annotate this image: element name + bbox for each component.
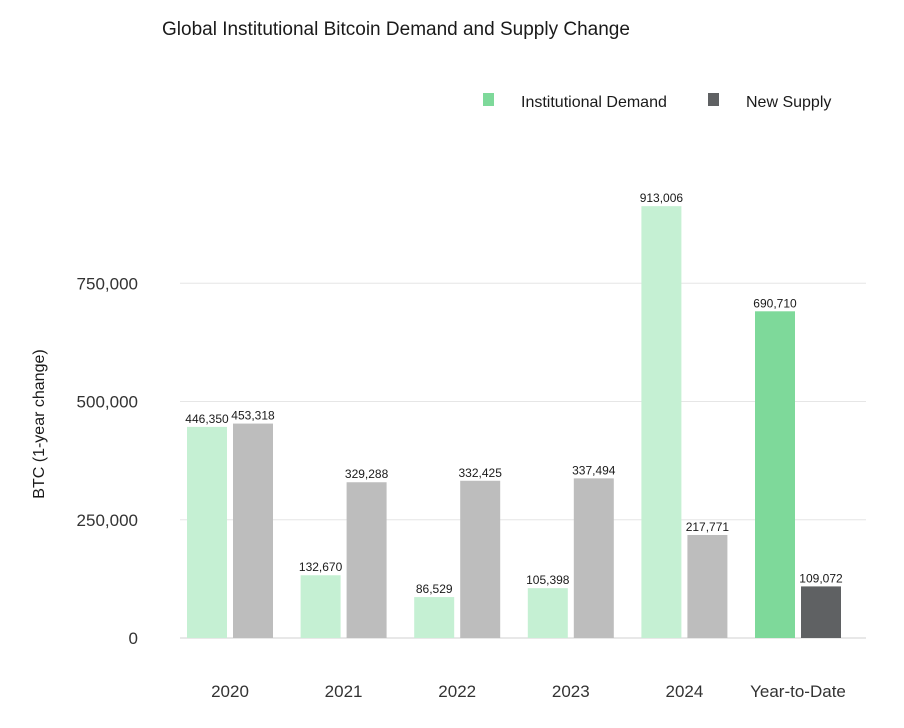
legend-swatch-new-supply — [708, 93, 719, 106]
bar-new-supply-2020 — [233, 423, 273, 638]
chart-title: Global Institutional Bitcoin Demand and … — [162, 19, 630, 40]
data-label-institutional-demand-year-to-date: 690,710 — [753, 296, 797, 310]
x-tick-label-2022: 2022 — [438, 682, 476, 701]
data-label-new-supply-2021: 329,288 — [345, 467, 389, 481]
bar-institutional-demand-2022 — [414, 597, 455, 638]
x-tick-label-2023: 2023 — [552, 682, 590, 701]
data-label-new-supply-2023: 337,494 — [572, 463, 616, 477]
bar-new-supply-2021 — [346, 482, 387, 638]
legend-label-institutional-demand: Institutional Demand — [521, 94, 667, 111]
bar-institutional-demand-2021 — [300, 575, 341, 638]
x-axis-ticks: 2020 2021 2022 2023 2024 Year-to-Date — [211, 682, 846, 701]
bar-new-supply-year-to-date — [801, 586, 841, 638]
bar-institutional-demand-2020 — [187, 426, 227, 638]
data-labels: 446,350 453,318 132,670 329,288 86,529 332,42… — [185, 191, 843, 596]
bar-new-supply-2023 — [573, 478, 614, 638]
data-label-institutional-demand-2020: 446,350 — [185, 412, 229, 426]
bar-institutional-demand-2023 — [527, 588, 568, 638]
legend-swatch-institutional-demand — [483, 93, 494, 106]
data-label-new-supply-2024: 217,771 — [686, 520, 730, 534]
data-label-new-supply-2020: 453,318 — [231, 409, 275, 423]
y-tick-label: 750,000 — [77, 274, 138, 293]
legend-label-new-supply: New Supply — [746, 94, 831, 111]
gridlines — [180, 282, 866, 639]
y-tick-label: 500,000 — [77, 393, 138, 412]
y-axis-ticks: 0 250,000 500,000 750,000 — [77, 274, 138, 648]
bars — [187, 206, 841, 638]
x-tick-label-year-to-date: Year-to-Date — [750, 682, 846, 701]
data-label-new-supply-2022: 332,425 — [459, 466, 503, 480]
data-label-institutional-demand-2022: 86,529 — [416, 582, 453, 596]
legend: Institutional Demand New Supply — [483, 93, 831, 111]
x-tick-label-2021: 2021 — [325, 682, 363, 701]
bar-institutional-demand-2024 — [641, 206, 682, 638]
y-tick-label: 0 — [129, 629, 138, 648]
y-axis-label: BTC (1-year change) — [31, 349, 48, 498]
bar-institutional-demand-year-to-date — [755, 311, 795, 638]
data-label-institutional-demand-2024: 913,006 — [640, 191, 684, 205]
data-label-institutional-demand-2021: 132,670 — [299, 560, 343, 574]
x-tick-label-2020: 2020 — [211, 682, 249, 701]
bar-new-supply-2024 — [687, 534, 728, 638]
data-label-institutional-demand-2023: 105,398 — [526, 573, 570, 587]
bar-new-supply-2022 — [460, 480, 501, 638]
x-tick-label-2024: 2024 — [665, 682, 703, 701]
data-label-new-supply-year-to-date: 109,072 — [799, 571, 843, 585]
y-tick-label: 250,000 — [77, 511, 138, 530]
